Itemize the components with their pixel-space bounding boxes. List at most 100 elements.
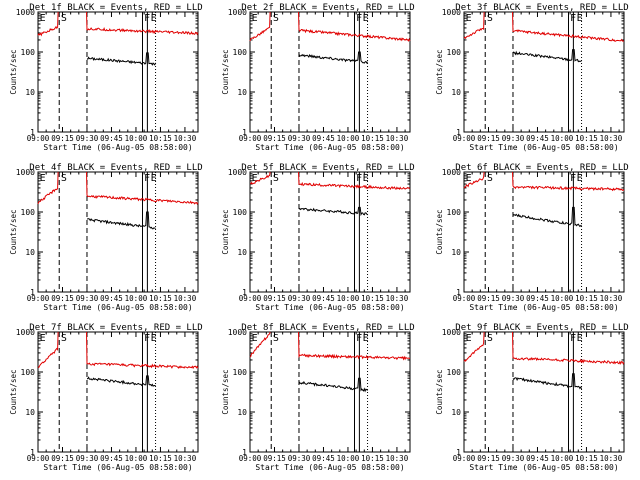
x-tick-label: 10:00	[551, 454, 574, 463]
x-axis-label: Start Time (06-Aug-05 08:58:00)	[469, 463, 618, 472]
lld-trace	[298, 331, 411, 361]
x-tick-label: 10:15	[361, 294, 384, 303]
plot-frame	[463, 331, 625, 453]
events-trace	[298, 377, 368, 393]
y-tick-label: 1000	[16, 168, 35, 177]
y-axis-label: Counts/sec	[221, 49, 230, 94]
region-marker: S	[61, 173, 67, 184]
lld-trace	[463, 11, 485, 40]
region-marker: F	[570, 13, 576, 24]
x-tick-label: 10:15	[361, 134, 384, 143]
y-axis-label: Counts/sec	[435, 49, 444, 94]
lld-trace	[37, 11, 59, 37]
region-marker: E	[40, 173, 46, 184]
x-tick-label: 09:15	[477, 454, 500, 463]
x-tick-label: 09:00	[239, 294, 262, 303]
y-tick-label: 1	[30, 288, 35, 297]
x-tick-label: 09:15	[263, 454, 286, 463]
y-tick-label: 10	[25, 408, 35, 417]
y-axis-label: Counts/sec	[9, 369, 18, 414]
y-tick-label: 10	[25, 248, 35, 257]
region-marker: S	[61, 13, 67, 24]
x-tick-label: 09:30	[502, 454, 525, 463]
events-trace	[298, 206, 368, 217]
x-tick-label: 10:00	[337, 294, 360, 303]
x-tick-label: 10:00	[551, 134, 574, 143]
y-axis-label: Counts/sec	[435, 369, 444, 414]
plot-frame	[463, 11, 625, 133]
x-tick-label: 09:45	[526, 454, 549, 463]
region-marker: E	[363, 173, 369, 184]
panel-title: Det 6f BLACK = Events, RED = LLD	[455, 163, 628, 173]
region-marker: S	[273, 13, 279, 24]
y-axis-label: Counts/sec	[221, 369, 230, 414]
y-tick-label: 10	[237, 88, 247, 97]
detector-panel: Det 4f BLACK = Events, RED = LLD 1 10 100 10…	[9, 163, 203, 312]
x-axis-label: Start Time (06-Aug-05 08:58:00)	[255, 143, 404, 152]
panel-title: Det 4f BLACK = Events, RED = LLD	[29, 163, 202, 173]
x-tick-label: 09:30	[76, 454, 99, 463]
x-tick-label: 09:45	[312, 294, 335, 303]
panel-title: Det 3f BLACK = Events, RED = LLD	[455, 3, 628, 13]
x-tick-label: 10:15	[361, 454, 384, 463]
x-tick-label: 09:30	[502, 294, 525, 303]
y-tick-label: 1000	[442, 328, 461, 337]
y-tick-label: 100	[21, 368, 36, 377]
lld-trace	[512, 331, 625, 365]
detector-panel: Det 7f BLACK = Events, RED = LLD 1 10 100 10…	[9, 323, 203, 472]
lld-trace	[512, 11, 625, 42]
x-tick-label: 10:00	[125, 134, 148, 143]
x-tick-label: 09:45	[312, 454, 335, 463]
x-axis-label: Start Time (06-Aug-05 08:58:00)	[43, 303, 192, 312]
region-marker: E	[577, 333, 583, 344]
region-marker: S	[487, 13, 493, 24]
plot-frame	[249, 331, 411, 453]
y-tick-label: 1	[242, 448, 247, 457]
panel-title: Det 9f BLACK = Events, RED = LLD	[455, 323, 628, 333]
lld-trace	[512, 171, 625, 192]
y-tick-label: 1000	[228, 168, 247, 177]
x-tick-label: 09:15	[51, 294, 74, 303]
x-tick-label: 10:30	[174, 294, 197, 303]
x-tick-label: 09:45	[526, 134, 549, 143]
x-axis-label: Start Time (06-Aug-05 08:58:00)	[255, 303, 404, 312]
region-marker: E	[363, 333, 369, 344]
region-marker: F	[570, 333, 576, 344]
y-tick-label: 100	[21, 48, 36, 57]
lld-trace	[249, 11, 271, 42]
x-tick-label: 10:00	[337, 454, 360, 463]
x-tick-label: 10:30	[600, 294, 623, 303]
y-tick-label: 10	[451, 88, 461, 97]
y-tick-label: 1	[456, 128, 461, 137]
region-marker: E	[252, 173, 258, 184]
y-tick-label: 1	[30, 448, 35, 457]
events-trace	[86, 375, 156, 387]
region-marker: F	[144, 333, 150, 344]
x-tick-label: 10:30	[386, 294, 409, 303]
detector-panel: Det 2f BLACK = Events, RED = LLD 1 10 100 10…	[221, 3, 415, 152]
detector-panel: Det 9f BLACK = Events, RED = LLD 1 10 100 10…	[435, 323, 629, 472]
x-tick-label: 09:45	[100, 134, 123, 143]
x-tick-label: 10:30	[386, 134, 409, 143]
y-tick-label: 100	[447, 208, 462, 217]
y-tick-label: 100	[447, 368, 462, 377]
x-tick-label: 09:00	[453, 294, 476, 303]
events-trace	[512, 49, 582, 63]
region-marker: E	[252, 13, 258, 24]
x-tick-label: 09:30	[502, 134, 525, 143]
lld-trace	[86, 11, 199, 36]
region-marker: E	[466, 173, 472, 184]
x-tick-label: 09:15	[477, 134, 500, 143]
y-tick-label: 1	[30, 128, 35, 137]
x-tick-label: 10:30	[600, 134, 623, 143]
region-marker: E	[151, 173, 157, 184]
detector-panel: Det 6f BLACK = Events, RED = LLD 1 10 100 10…	[435, 163, 629, 312]
region-marker: F	[570, 173, 576, 184]
x-tick-label: 09:00	[27, 454, 50, 463]
x-tick-label: 09:15	[263, 294, 286, 303]
x-tick-label: 10:15	[575, 134, 598, 143]
region-marker: E	[40, 13, 46, 24]
plot-frame	[249, 171, 411, 293]
y-tick-label: 10	[25, 88, 35, 97]
region-marker: S	[61, 333, 67, 344]
